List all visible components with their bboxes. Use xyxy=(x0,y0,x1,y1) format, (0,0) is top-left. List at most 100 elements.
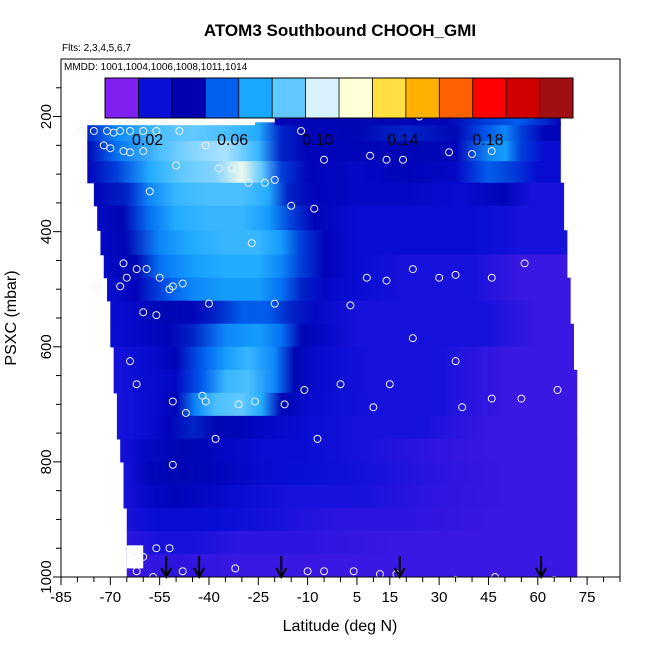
heatmap-row xyxy=(126,507,578,532)
heatmap-row xyxy=(103,254,568,279)
sample-point xyxy=(520,259,529,268)
colorbar-swatch xyxy=(506,78,541,118)
sample-point xyxy=(310,204,319,213)
heatmap-row xyxy=(100,230,568,256)
sample-point xyxy=(172,161,181,170)
colorbar-tick-label: 0.14 xyxy=(387,132,418,149)
heatmap-row xyxy=(97,205,565,231)
sample-point xyxy=(178,567,187,576)
colorbar-swatch xyxy=(105,78,139,118)
sample-point xyxy=(126,148,135,157)
colorbar-swatch xyxy=(138,78,173,118)
sample-point xyxy=(385,380,394,389)
heatmap-row xyxy=(123,461,578,486)
sample-point xyxy=(89,126,98,135)
heatmap-row xyxy=(110,323,574,348)
heatmap-row xyxy=(87,141,561,162)
sample-point xyxy=(553,385,562,394)
sample-point xyxy=(491,573,500,577)
sample-point xyxy=(93,282,102,291)
x-tick-label: 15 xyxy=(381,589,398,606)
heatmap-blank xyxy=(126,545,144,569)
x-tick-label: -25 xyxy=(247,589,269,606)
sample-point xyxy=(487,394,496,403)
sample-point xyxy=(201,397,210,406)
sample-point xyxy=(106,144,115,153)
heatmap-row xyxy=(116,392,578,417)
y-tick-label: 800 xyxy=(38,449,55,474)
sample-point xyxy=(487,147,496,156)
sample-point xyxy=(369,403,378,412)
chart-subtitle-dates: MMDD: 1001,1004,1006,1008,1011,1014 xyxy=(64,62,248,73)
colorbar-swatch xyxy=(439,78,474,118)
sample-point xyxy=(178,279,187,288)
heatmap-row xyxy=(110,300,571,325)
sample-point xyxy=(551,575,558,577)
y-tick-label: 1000 xyxy=(38,560,55,593)
sample-point xyxy=(116,282,125,291)
sample-point xyxy=(287,201,296,210)
heatmap-row xyxy=(126,553,578,577)
sample-point xyxy=(408,334,417,343)
colorbar-swatch xyxy=(472,78,507,118)
sample-point xyxy=(280,400,289,409)
sample-point xyxy=(116,126,125,135)
sample-point xyxy=(398,155,407,164)
sample-point xyxy=(201,141,210,150)
sample-point xyxy=(303,567,312,576)
x-tick-label: 45 xyxy=(480,589,497,606)
x-tick-label: -85 xyxy=(50,589,72,606)
sample-point xyxy=(346,301,355,310)
colorbar-tick-labels: 0.02 0.06 0.10 0.14 0.18 xyxy=(132,132,504,149)
sample-point xyxy=(132,265,141,274)
sample-point xyxy=(139,552,148,561)
colorbar-swatch xyxy=(305,78,340,118)
sample-point xyxy=(487,273,496,282)
sample-point xyxy=(445,148,454,157)
x-tick-label: -70 xyxy=(99,589,121,606)
heatmap-row xyxy=(123,484,578,509)
x-tick-label: -10 xyxy=(297,589,319,606)
sample-point xyxy=(300,385,309,394)
sample-point xyxy=(270,299,279,308)
colorbar-swatch xyxy=(272,78,307,118)
sample-point xyxy=(132,567,141,576)
sample-point xyxy=(152,311,161,320)
sample-point xyxy=(247,239,256,248)
colorbar-swatch xyxy=(339,78,373,118)
sample-point xyxy=(126,357,135,366)
sample-point xyxy=(362,273,371,282)
sample-point xyxy=(382,155,391,164)
sample-point xyxy=(204,299,213,308)
sample-point xyxy=(320,567,329,576)
sample-point xyxy=(468,149,477,158)
sample-point xyxy=(231,564,240,573)
colorbar-swatch xyxy=(238,78,273,118)
sample-point xyxy=(168,397,177,406)
x-tick-label: 60 xyxy=(529,589,546,606)
sample-point xyxy=(181,408,190,417)
sample-point xyxy=(260,178,269,187)
heatmap-row xyxy=(93,182,565,207)
colorbar-tick-label: 0.02 xyxy=(132,132,163,149)
sample-point xyxy=(165,544,174,553)
x-tick-label: -40 xyxy=(198,589,220,606)
heatmap-row xyxy=(87,161,561,184)
sample-point xyxy=(168,282,177,291)
y-axis-label: PSXC (mbar) xyxy=(3,270,20,365)
heatmap-row xyxy=(87,122,561,142)
sample-point xyxy=(149,573,158,577)
sample-point xyxy=(155,273,164,282)
sample-point xyxy=(145,187,154,196)
colorbar-swatch xyxy=(405,78,440,118)
sample-point xyxy=(139,147,148,156)
sample-point xyxy=(408,265,417,274)
colorbar-swatch xyxy=(539,78,574,118)
sample-point xyxy=(234,400,243,409)
sample-point xyxy=(139,308,148,317)
colorbar xyxy=(104,77,574,119)
sample-point xyxy=(119,259,128,268)
sample-point xyxy=(517,394,526,403)
y-tick-label: 600 xyxy=(38,334,55,359)
